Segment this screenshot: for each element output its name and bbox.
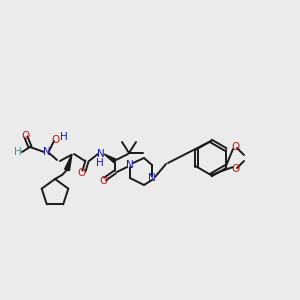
- Text: O: O: [231, 142, 239, 152]
- Text: O: O: [21, 131, 29, 141]
- Text: N: N: [148, 173, 156, 183]
- Text: O: O: [99, 176, 107, 186]
- Polygon shape: [104, 154, 116, 163]
- Polygon shape: [64, 154, 72, 171]
- Text: H: H: [14, 147, 22, 157]
- Text: H: H: [96, 158, 104, 168]
- Text: O: O: [51, 135, 59, 145]
- Text: N: N: [126, 160, 134, 170]
- Text: N: N: [97, 149, 105, 159]
- Text: O: O: [231, 164, 239, 174]
- Text: H: H: [60, 132, 68, 142]
- Text: N: N: [43, 147, 51, 157]
- Text: O: O: [77, 168, 85, 178]
